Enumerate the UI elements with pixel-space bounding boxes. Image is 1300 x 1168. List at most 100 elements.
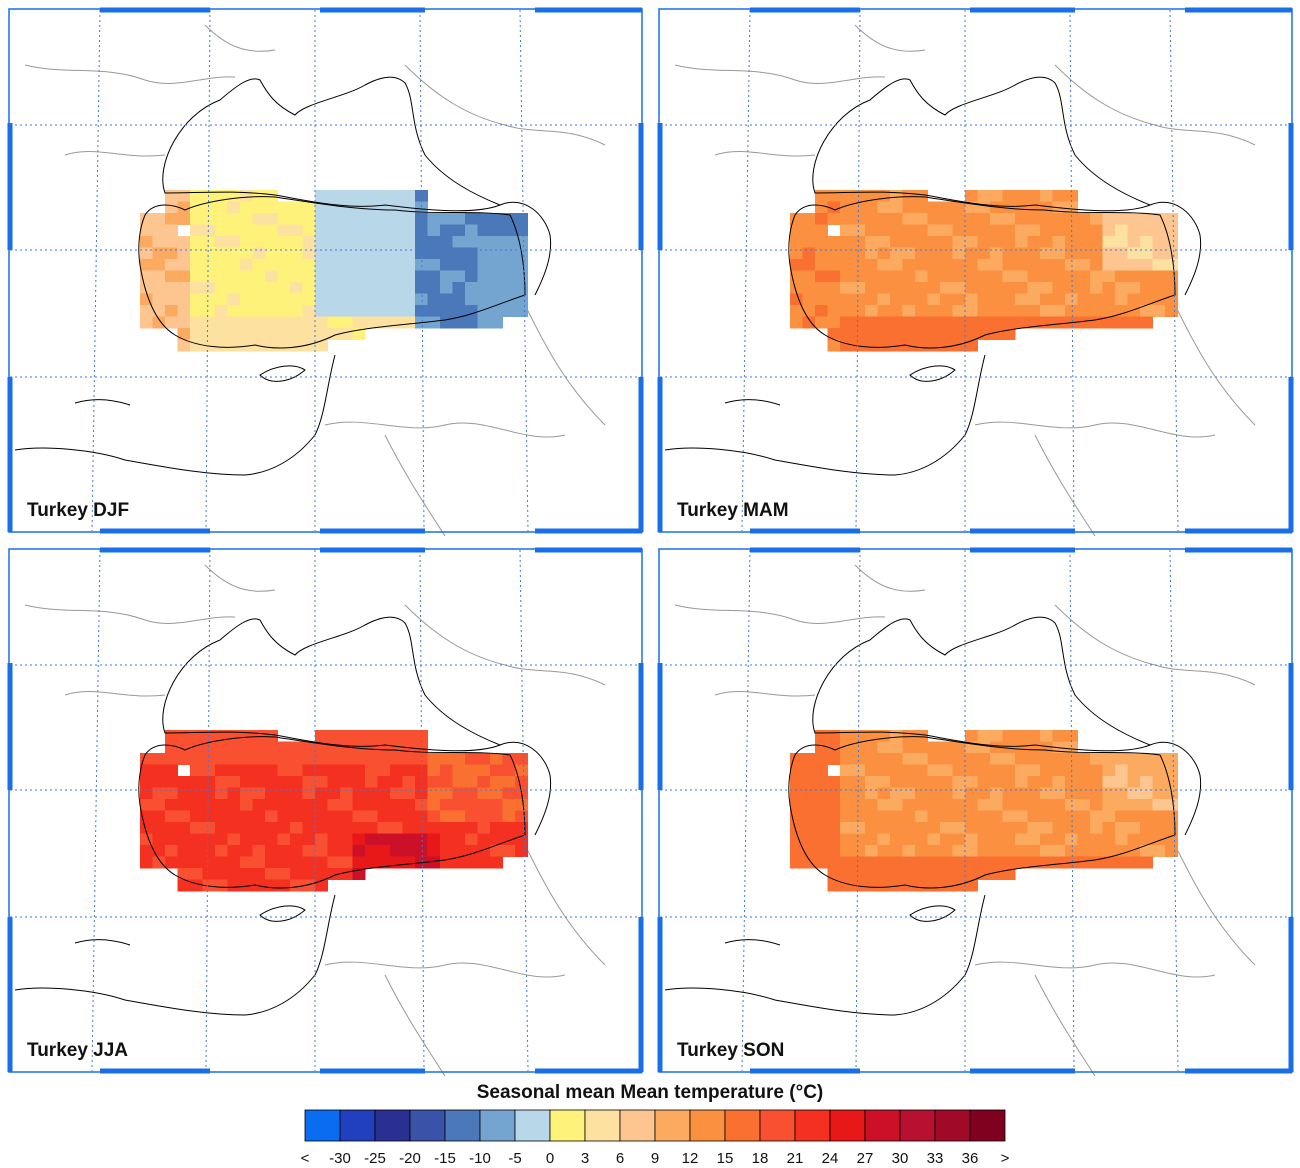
temperature-cell xyxy=(990,787,1003,800)
temperature-cell xyxy=(440,753,453,765)
temperature-cell xyxy=(852,328,866,340)
temperature-cell xyxy=(302,822,316,834)
temperature-cell xyxy=(215,833,228,846)
temperature-cell xyxy=(852,868,866,880)
temperature-cell xyxy=(177,213,191,225)
temperature-cell xyxy=(502,236,516,248)
temperature-cell xyxy=(827,270,841,283)
temperature-cell xyxy=(327,190,341,202)
temperature-cell xyxy=(252,845,266,857)
temperature-cell xyxy=(290,833,303,846)
temperature-cell xyxy=(852,293,866,306)
temperature-cell xyxy=(1065,787,1078,800)
temperature-cell xyxy=(165,236,178,248)
temperature-cell xyxy=(252,282,266,294)
colorbar-swatch xyxy=(689,1109,726,1142)
temperature-cell xyxy=(202,236,216,248)
map-panel-jja: Turkey JJA xyxy=(5,545,646,1076)
temperature-cell xyxy=(1090,776,1103,788)
temperature-cell xyxy=(890,224,903,237)
temperature-cell xyxy=(202,879,216,892)
temperature-cell xyxy=(977,270,991,283)
temperature-cell xyxy=(352,833,366,846)
temperature-cell xyxy=(490,787,503,800)
temperature-cell xyxy=(352,741,366,754)
temperature-cell xyxy=(865,879,878,892)
temperature-cell xyxy=(202,213,216,225)
temperature-cell xyxy=(352,799,366,811)
temperature-cell xyxy=(440,270,453,283)
temperature-cell xyxy=(790,236,803,248)
temperature-cell xyxy=(952,328,966,340)
temperature-cell xyxy=(815,236,828,248)
temperature-cell xyxy=(1015,799,1028,811)
colorbar-tick-label: 27 xyxy=(857,1150,874,1167)
temperature-cell xyxy=(827,776,841,788)
temperature-cell xyxy=(327,810,341,823)
temperature-cell xyxy=(915,259,928,271)
temperature-cell xyxy=(927,868,941,880)
temperature-cell xyxy=(315,810,328,823)
colorbar-tick-label: 12 xyxy=(682,1150,699,1167)
temperature-cell xyxy=(477,822,491,834)
temperature-cell xyxy=(365,741,378,754)
temperature-cell xyxy=(1052,730,1066,742)
temperature-cell xyxy=(952,833,966,846)
temperature-cell xyxy=(165,201,178,214)
temperature-cell xyxy=(502,259,516,271)
temperature-cell xyxy=(852,833,866,846)
temperature-cell xyxy=(390,810,403,823)
temperature-cell xyxy=(202,753,216,765)
temperature-cell xyxy=(1065,236,1078,248)
temperature-cell xyxy=(177,879,191,892)
temperature-cell xyxy=(215,799,228,811)
temperature-cell xyxy=(152,224,166,237)
coastlines xyxy=(14,76,552,476)
colorbar-swatch xyxy=(759,1109,796,1142)
temperature-cell xyxy=(915,845,928,857)
temperature-cell xyxy=(152,236,166,248)
temperature-cell xyxy=(902,741,916,754)
temperature-cell xyxy=(465,753,478,765)
temperature-cell xyxy=(977,730,991,742)
temperature-cell xyxy=(465,845,478,857)
temperature-cell xyxy=(802,753,816,765)
temperature-cell xyxy=(1127,305,1141,317)
temperature-cell xyxy=(165,799,178,811)
colorbar-tick-label: < xyxy=(301,1150,310,1167)
temperature-cell xyxy=(1077,270,1091,283)
temperature-cell xyxy=(227,316,241,329)
temperature-cell xyxy=(390,764,403,777)
temperature-cell xyxy=(840,856,853,869)
temperature-cell xyxy=(327,316,341,329)
temperature-cell xyxy=(790,799,803,811)
temperature-cell xyxy=(215,224,228,237)
temperature-cell xyxy=(877,810,891,823)
temperature-cell xyxy=(1077,316,1091,329)
temperature-cell xyxy=(927,845,941,857)
temperature-cell xyxy=(227,201,241,214)
temperature-cell xyxy=(365,776,378,788)
temperature-cell xyxy=(915,282,928,294)
temperature-cell xyxy=(915,764,928,777)
temperature-cell xyxy=(202,259,216,271)
temperature-cell xyxy=(877,201,891,214)
temperature-cell xyxy=(265,879,278,892)
temperature-cell xyxy=(477,776,491,788)
temperature-cell xyxy=(140,282,153,294)
temperature-cell xyxy=(940,236,953,248)
temperature-cell xyxy=(1102,753,1116,765)
temperature-cell xyxy=(340,270,353,283)
temperature-cell xyxy=(265,776,278,788)
temperature-cell xyxy=(277,224,291,237)
temperature-cell xyxy=(840,282,853,294)
temperature-cell xyxy=(302,236,316,248)
temperature-cell xyxy=(1165,845,1178,857)
temperature-cell xyxy=(890,822,903,834)
colorbar-swatch xyxy=(864,1109,901,1142)
temperature-cell xyxy=(1040,845,1053,857)
temperature-cell xyxy=(515,224,528,237)
temperature-cell xyxy=(1027,845,1041,857)
temperature-cell xyxy=(202,776,216,788)
temperature-cell xyxy=(165,833,178,846)
